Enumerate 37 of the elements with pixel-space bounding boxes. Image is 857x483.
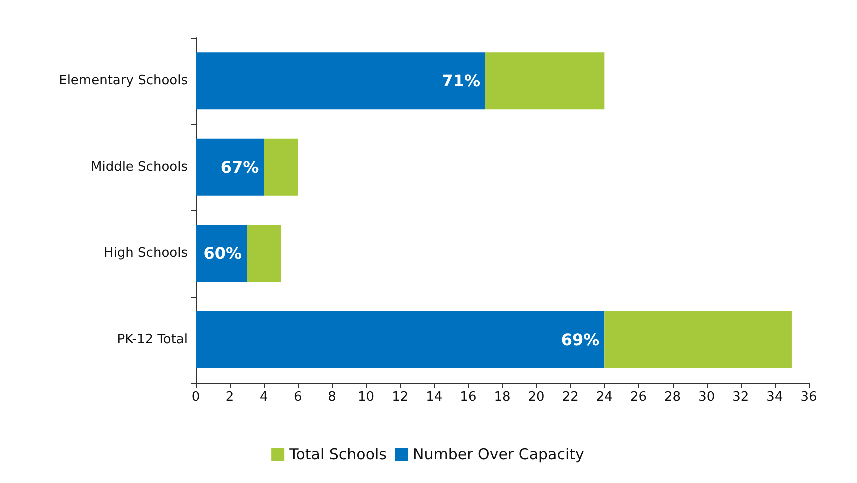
annotation: 60% [204, 244, 242, 264]
x-tick-label: 22 [562, 390, 579, 405]
bar [264, 138, 298, 196]
y-tick-label: PK-12 Total [117, 332, 188, 348]
legend-label: Number Over Capacity [412, 446, 585, 464]
y-tick-label: Middle Schools [90, 160, 188, 175]
x-tick-label: 26 [630, 390, 647, 405]
bar [196, 225, 248, 282]
x-tick-label: 34 [766, 390, 784, 405]
bar [196, 138, 264, 196]
annotation: 71% [442, 72, 480, 91]
bar [196, 311, 605, 368]
x-tick-label: 20 [528, 390, 545, 405]
x-tick-label: 36 [800, 390, 818, 405]
x-tick-label: 16 [460, 390, 477, 405]
y-tick-label: Elementary Schools [59, 74, 188, 89]
x-tick-label: 4 [260, 390, 268, 405]
annotation: 67% [220, 158, 260, 177]
bar [196, 52, 486, 110]
x-tick-label: 30 [698, 390, 716, 405]
x-tick-label: 0 [192, 390, 200, 405]
x-tick-label: 12 [392, 390, 409, 405]
x-tick-label: 14 [426, 390, 443, 405]
x-tick-label: 18 [494, 390, 511, 405]
x-tick-label: 8 [328, 390, 336, 405]
annotation: 69% [561, 330, 600, 350]
x-tick-label: 28 [664, 390, 682, 405]
x-tick-label: 6 [294, 390, 302, 405]
legend-label: Total Schools [288, 446, 388, 464]
x-tick-label: 32 [732, 390, 750, 405]
bar [247, 225, 282, 282]
x-tick-label: 2 [226, 390, 234, 405]
y-tick-label: High Schools [104, 246, 188, 262]
bar [604, 311, 792, 368]
x-tick-label: 10 [358, 390, 375, 405]
x-tick-label: 24 [596, 390, 613, 405]
bar [485, 52, 605, 110]
